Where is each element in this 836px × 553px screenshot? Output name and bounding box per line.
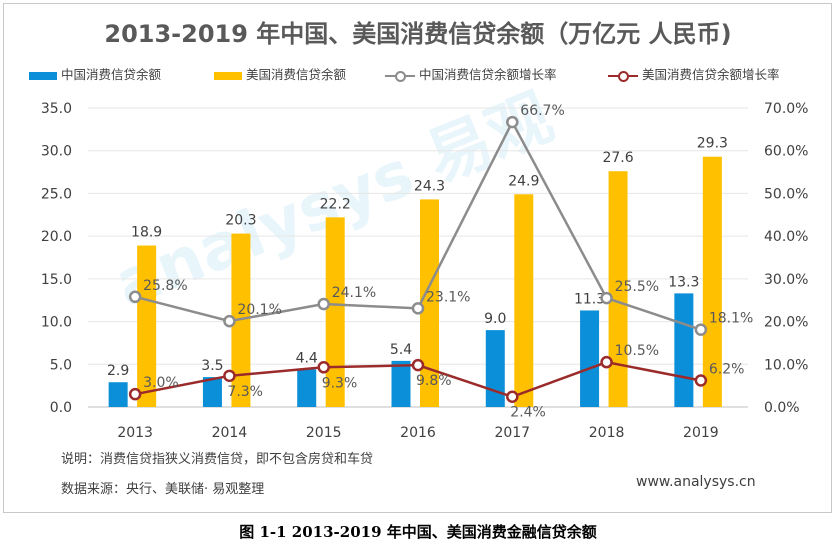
legend-label-us-balance: 美国消费信贷余额 — [246, 67, 347, 82]
line-label-cn: 20.1% — [237, 302, 281, 318]
us-growth-point — [223, 369, 236, 383]
chart-note: 说明：消费信贷指狭义消费信贷，即不包含房贷和车贷 — [61, 452, 374, 467]
chart-title: 2013-2019 年中国、美国消费信贷余额（万亿元 人民币) — [104, 20, 732, 48]
bar-label-us: 18.9 — [131, 225, 162, 241]
us-growth-point — [317, 361, 330, 374]
y-right-tick-label: 30.0% — [764, 272, 808, 288]
cn-growth-point — [223, 314, 236, 328]
x-tick-label: 2014 — [212, 425, 248, 441]
line-label-us: 10.5% — [615, 343, 659, 359]
line-label-cn: 25.5% — [615, 279, 659, 295]
data-source: 数据来源：央行、美联储· 易观整理 — [61, 482, 265, 497]
bar-label-cn: 9.0 — [484, 311, 506, 327]
y-right-tick-label: 0.0% — [764, 400, 800, 416]
line-label-cn: 23.1% — [426, 289, 470, 305]
legend-item-cn-balance: 中国消费信贷余额 — [29, 66, 161, 84]
y-left-tick-label: 25.0 — [41, 186, 72, 202]
bar-label-us: 24.3 — [414, 178, 445, 194]
bar-us — [325, 217, 345, 407]
legend-label-cn-balance: 中国消费信贷余额 — [61, 67, 162, 82]
bar-label-cn: 11.3 — [574, 291, 605, 307]
us-growth-point — [600, 355, 613, 369]
cn-growth-point — [128, 290, 142, 304]
bar-label-us: 27.6 — [602, 150, 633, 166]
x-tick-label: 2019 — [683, 425, 719, 441]
y-left-tick-label: 35.0 — [41, 101, 72, 117]
line-label-cn: 25.8% — [143, 278, 187, 294]
y-left-tick-label: 5.0 — [50, 357, 72, 373]
line-label-cn: 24.1% — [332, 285, 376, 301]
legend: 中国消费信贷余额 美国消费信贷余额 中国消费信贷余额增长率 美国消费信贷余额增长… — [0, 66, 836, 84]
website-link[interactable]: www.analysys.cn — [636, 474, 756, 490]
legend-item-us-balance: 美国消费信贷余额 — [214, 66, 346, 84]
legend-item-cn-growth: 中国消费信贷余额增长率 — [385, 66, 557, 84]
us-growth-point — [694, 374, 708, 387]
y-left-tick-label: 30.0 — [41, 144, 72, 160]
bar-label-us: 22.2 — [320, 196, 351, 212]
figure-caption: 图 1-1 2013-2019 年中国、美国消费金融信贷余额 — [239, 523, 597, 541]
legend-label-cn-growth: 中国消费信贷余额增长率 — [419, 67, 557, 82]
line-label-us: 3.0% — [143, 375, 179, 391]
bar-cn — [108, 382, 128, 407]
us-growth-point — [506, 390, 519, 403]
bar-label-cn: 2.9 — [107, 363, 129, 379]
y-right-tick-label: 10.0% — [764, 357, 808, 373]
cn-growth-point — [694, 323, 708, 336]
cn-growth-point — [506, 115, 519, 129]
line-label-us: 6.2% — [709, 362, 745, 378]
y-left-tick-label: 10.0 — [41, 315, 72, 331]
line-label-cn: 66.7% — [520, 103, 564, 119]
x-tick-label: 2016 — [400, 425, 436, 441]
line-label-cn: 18.1% — [709, 311, 753, 327]
cn-growth-point — [411, 302, 425, 315]
y-right-tick-label: 60.0% — [764, 144, 808, 160]
y-right-tick-label: 20.0% — [764, 315, 808, 331]
line-label-us: 7.3% — [227, 384, 263, 400]
bar-label-cn: 13.3 — [668, 274, 699, 290]
bar-label-us: 29.3 — [697, 136, 728, 152]
bar-cn — [297, 369, 317, 407]
y-right-tick-label: 40.0% — [764, 229, 808, 245]
bar-label-cn: 3.5 — [201, 358, 223, 374]
x-tick-label: 2013 — [117, 425, 153, 441]
us-growth-point — [411, 358, 425, 372]
y-left-tick-label: 20.0 — [41, 229, 72, 245]
legend-item-us-growth: 美国消费信贷余额增长率 — [608, 66, 780, 84]
bar-us — [514, 194, 534, 407]
line-label-us: 9.8% — [416, 373, 452, 389]
legend-swatch-us-bar — [214, 71, 242, 80]
bar-us — [137, 245, 157, 407]
bar-label-us: 20.3 — [225, 213, 256, 229]
bar-label-us: 24.9 — [508, 173, 539, 189]
x-tick-label: 2015 — [306, 425, 342, 441]
y-right-tick-label: 70.0% — [764, 101, 808, 117]
us-growth-point — [128, 387, 142, 401]
cn-growth-point — [317, 297, 330, 311]
legend-swatch-us-line — [608, 70, 638, 82]
bar-cn — [391, 360, 411, 407]
legend-label-us-growth: 美国消费信贷余额增长率 — [642, 67, 780, 82]
bar-label-cn: 4.4 — [296, 350, 318, 366]
line-label-us: 2.4% — [510, 405, 546, 421]
bar-cn — [485, 330, 505, 407]
bar-us — [420, 199, 439, 407]
x-tick-label: 2018 — [589, 425, 625, 441]
x-tick-label: 2017 — [494, 425, 530, 441]
bar-us — [702, 156, 722, 407]
legend-swatch-cn-bar — [29, 71, 57, 80]
legend-swatch-cn-line — [385, 70, 415, 82]
bar-cn — [674, 293, 694, 407]
bar-cn — [580, 310, 600, 407]
bar-cn — [202, 377, 222, 407]
bar-us — [608, 171, 628, 407]
y-left-tick-label: 0.0 — [50, 400, 72, 416]
bar-label-cn: 5.4 — [390, 342, 412, 358]
line-label-us: 9.3% — [322, 375, 358, 391]
cn-growth-point — [600, 291, 613, 305]
y-right-tick-label: 50.0% — [764, 186, 808, 202]
y-left-tick-label: 15.0 — [41, 272, 72, 288]
